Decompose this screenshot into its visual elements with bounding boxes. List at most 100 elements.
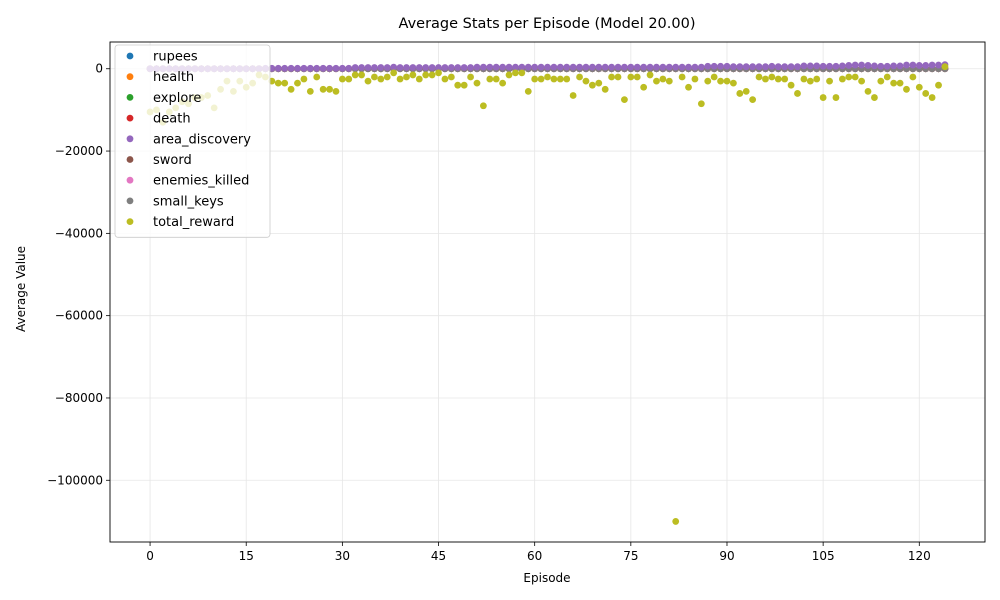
axis-ticks: 0 15 30 45 60 75 90 105 120 0 −20000 −40000 −60000 −8… [47, 62, 931, 563]
total_reward-point [922, 90, 930, 97]
total_reward-point [512, 69, 519, 77]
area_discovery-point [697, 63, 705, 71]
total_reward-point [890, 79, 898, 87]
area_discovery-point [390, 63, 398, 71]
area_discovery-point [377, 64, 385, 71]
total_reward-point [556, 75, 564, 83]
area_discovery-point [492, 63, 500, 71]
total_reward-point [524, 87, 532, 95]
area_discovery-point [640, 63, 648, 71]
area_discovery-point [672, 63, 680, 71]
area_discovery-point [473, 63, 481, 71]
area_discovery-point [396, 64, 404, 71]
total_reward-point [729, 79, 737, 87]
total_reward-point [319, 85, 327, 93]
area_discovery-point [608, 63, 616, 71]
legend-entry: rupees [153, 50, 198, 65]
area_discovery-point [653, 63, 660, 71]
legend-marker [126, 114, 134, 122]
total_reward-point [826, 77, 833, 85]
area_discovery-point [762, 63, 769, 71]
legend-marker [126, 176, 134, 184]
area_discovery-point [358, 64, 366, 71]
x-axis-label: Episode [523, 571, 570, 585]
total_reward-point [864, 87, 872, 95]
area_discovery-point [749, 63, 757, 71]
total_reward-point [877, 77, 885, 85]
area_discovery-point [505, 63, 513, 71]
total_reward-point [672, 518, 680, 525]
area_discovery-point [479, 63, 487, 71]
total_reward-point [582, 77, 590, 85]
total_reward-point [819, 94, 827, 101]
area_discovery-point [819, 62, 827, 70]
total_reward-point [300, 75, 308, 83]
total_reward-point [774, 75, 782, 83]
area_discovery-point [614, 63, 622, 71]
total_reward-point [755, 73, 763, 81]
total_reward-point [492, 75, 500, 83]
area_discovery-point [794, 63, 801, 71]
total_reward-point [614, 73, 622, 81]
area_discovery-point [313, 64, 321, 72]
area_discovery-point [845, 62, 853, 69]
area_discovery-point [537, 63, 545, 71]
total_reward-point [499, 79, 507, 87]
area_discovery-point [755, 63, 763, 71]
area_discovery-point [595, 63, 603, 71]
legend-marker [126, 156, 134, 163]
total_reward-point [768, 73, 776, 81]
area_discovery-point [518, 63, 526, 71]
area_discovery-point [364, 64, 372, 71]
area_discovery-point [345, 64, 353, 72]
legend-entry: small_keys [153, 194, 224, 209]
total_reward-point [454, 81, 462, 89]
area_discovery-point [915, 62, 923, 69]
total_reward-point [460, 81, 468, 89]
legend-marker [126, 94, 134, 101]
area_discovery-point [768, 62, 776, 70]
x-tick-label: 120 [908, 549, 931, 563]
area_discovery-point [582, 63, 590, 71]
area_discovery-point [909, 61, 917, 69]
total_reward-point [377, 75, 385, 83]
total_reward-point [806, 77, 814, 85]
total_reward-point [717, 77, 724, 85]
area_discovery-point [806, 62, 814, 70]
total_reward-point [563, 75, 571, 83]
total_reward-point [396, 75, 404, 83]
total_reward-point [903, 85, 910, 93]
legend-marker [126, 73, 134, 81]
area_discovery-point [665, 63, 673, 71]
area_discovery-point [306, 64, 314, 72]
area_discovery-point [435, 64, 442, 71]
total_reward-point [909, 73, 917, 81]
total_reward-point [781, 75, 789, 83]
total_reward-point [659, 75, 667, 83]
area_discovery-point [685, 63, 692, 71]
area_discovery-point [736, 63, 744, 71]
total_reward-point [653, 77, 660, 85]
total_reward-point [646, 71, 654, 79]
area_discovery-point [422, 64, 430, 71]
total_reward-point [787, 81, 795, 89]
area_discovery-point [864, 62, 872, 69]
area_discovery-point [576, 63, 583, 71]
total_reward-point [832, 94, 840, 101]
total_reward-point [723, 77, 731, 85]
area_discovery-point [723, 62, 731, 70]
legend-marker [126, 52, 134, 60]
chart-title: Average Stats per Episode (Model 20.00) [399, 16, 696, 32]
area_discovery-point [922, 62, 930, 69]
legend-marker [126, 135, 134, 143]
area_discovery-point [287, 64, 295, 72]
area_discovery-point [326, 64, 333, 72]
area_discovery-point [601, 63, 609, 71]
total_reward-point [697, 100, 705, 108]
total_reward-point [383, 73, 391, 81]
total_reward-point [544, 73, 551, 81]
area_discovery-point [826, 62, 833, 70]
area_discovery-point [319, 64, 327, 72]
total_reward-point [326, 85, 333, 93]
total_reward-point [883, 73, 891, 81]
